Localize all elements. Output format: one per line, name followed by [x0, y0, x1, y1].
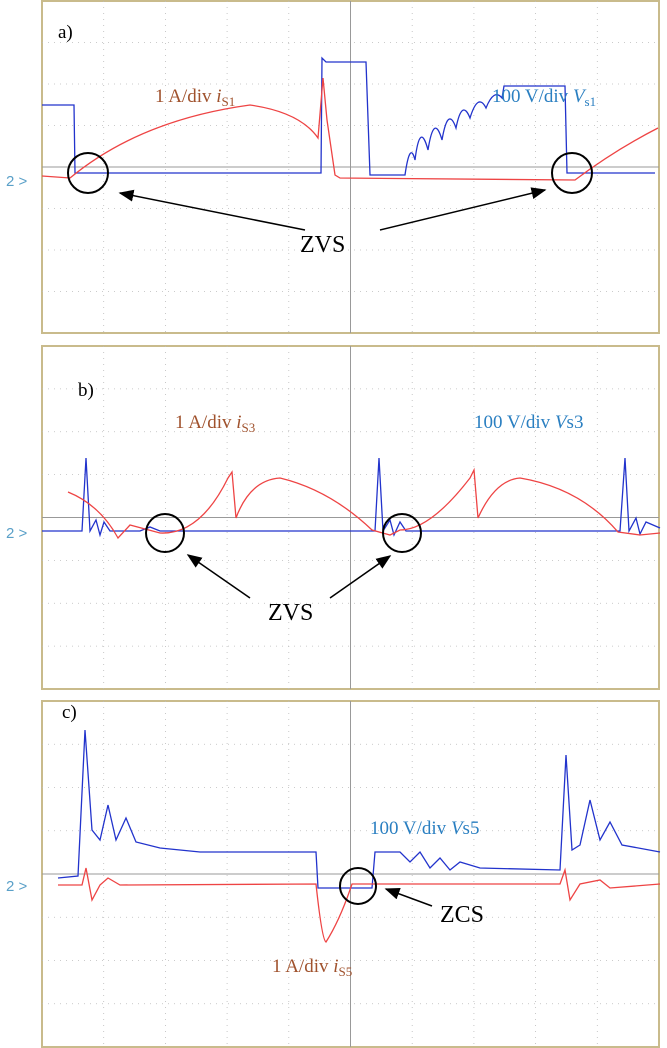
- panel-label: c): [62, 702, 77, 723]
- annotation: ZVS: [300, 232, 345, 258]
- annotation: ZCS: [440, 902, 484, 928]
- figure: a) 1 A/div iS1 100 V/div Vs1 2 > ZVS b) …: [0, 0, 667, 1048]
- panel-c: c) 1 A/div iS5 100 V/div Vs5 2 > ZCS: [6, 701, 660, 1047]
- voltage-label: 100 V/div Vs1: [492, 86, 596, 109]
- panel-label: b): [78, 380, 94, 401]
- channel-marker: 2 >: [6, 173, 28, 190]
- channel-marker: 2 >: [6, 525, 28, 542]
- annotation: ZVS: [268, 600, 313, 626]
- panel-a: a) 1 A/div iS1 100 V/div Vs1 2 > ZVS: [6, 1, 659, 333]
- channel-marker: 2 >: [6, 878, 28, 895]
- voltage-label: 100 V/div Vs3: [474, 412, 583, 433]
- voltage-label: 100 V/div Vs5: [370, 818, 479, 839]
- panel-b: b) 1 A/div iS3 100 V/div Vs3 2 > ZVS: [6, 346, 660, 689]
- panel-label: a): [58, 22, 73, 43]
